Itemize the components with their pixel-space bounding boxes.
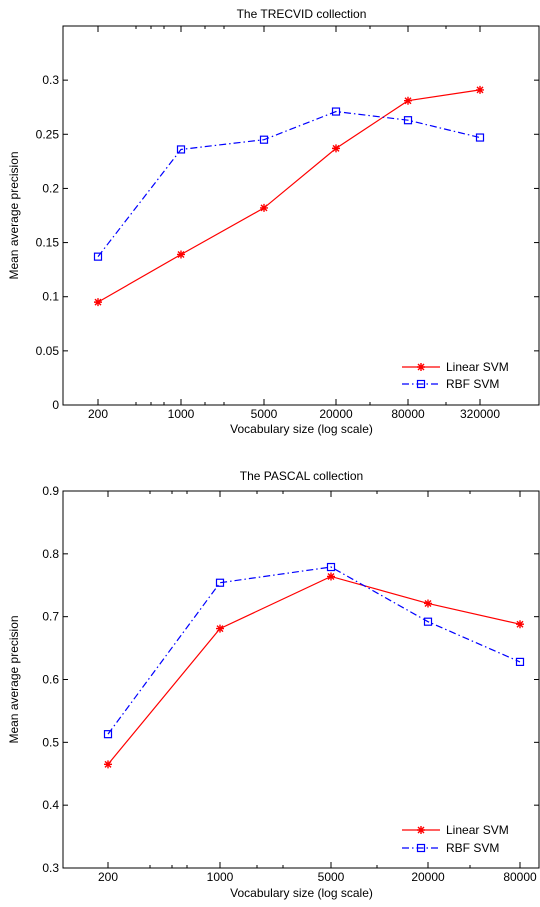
series-line [107, 566, 521, 735]
legend-marker-asterisk [417, 826, 425, 834]
legend-marker-square [416, 843, 426, 853]
data-point-square [326, 562, 336, 572]
legend-marker-square [416, 379, 426, 389]
chart-title: The PASCAL collection [240, 469, 363, 483]
data-point-asterisk [476, 85, 484, 94]
chart-title: The TRECVID collection [237, 7, 367, 21]
data-point-asterisk [404, 96, 412, 105]
y-tick-label: 0.3 [42, 73, 59, 87]
y-tick-label: 0.8 [42, 547, 59, 561]
data-point-square [176, 145, 186, 154]
x-tick-label: 20000 [319, 407, 353, 421]
legend-box [399, 818, 525, 860]
data-point-asterisk [104, 760, 112, 769]
chart-panel-1: The TRECVID collection 0 0.05 0.1 0.15 0.2 0.2… [7, 7, 540, 436]
y-axis-label: Mean average precision [7, 615, 21, 743]
x-tick-label: 5000 [318, 870, 345, 884]
y-tick-label: 0.5 [42, 735, 59, 749]
x-tick-label: 80000 [503, 870, 537, 884]
data-point-asterisk [424, 599, 432, 608]
data-point-square [515, 657, 525, 667]
y-tick-label: 0.6 [42, 673, 59, 687]
x-tick-label: 320000 [460, 407, 500, 421]
x-tick-label: 5000 [251, 407, 278, 421]
series-line [97, 89, 481, 303]
x-tick-label: 200 [98, 870, 118, 884]
y-tick-label: 0.1 [42, 290, 59, 304]
chart-panel-2: The PASCAL collection 0.3 0.4 0.5 0.6 0.7 0.8 0… [7, 469, 540, 900]
x-tick-label: 80000 [391, 407, 425, 421]
legend-label: Linear SVM [446, 360, 509, 374]
legend: Linear SVM RBF SVM [399, 818, 525, 860]
data-point-square [331, 107, 341, 116]
series-linear-svm [104, 572, 524, 769]
series-linear-svm [94, 85, 484, 307]
legend-label: RBF SVM [446, 841, 499, 855]
series-line [97, 110, 481, 258]
x-tick-label: 20000 [411, 870, 445, 884]
data-point-asterisk [332, 144, 340, 153]
y-tick-label: 0.3 [42, 861, 59, 875]
data-point-asterisk [260, 203, 268, 212]
data-point-asterisk [177, 250, 185, 259]
series-line [107, 575, 521, 765]
y-tick-label: 0.7 [42, 610, 59, 624]
legend-box [399, 355, 525, 396]
data-point-square [259, 135, 269, 144]
y-tick-label: 0.2 [42, 181, 59, 195]
y-tick-label: 0.15 [36, 236, 60, 250]
y-tick-label: 0 [52, 398, 59, 412]
data-point-square [93, 252, 103, 261]
y-tick-label: 0.25 [36, 127, 60, 141]
plot-frame [62, 490, 540, 869]
data-point-square [215, 578, 225, 587]
legend: Linear SVM RBF SVM [399, 355, 525, 396]
data-point-square [103, 730, 113, 739]
x-axis-label: Vocabulary size (log scale) [230, 422, 373, 436]
y-axis-label: Mean average precision [7, 151, 21, 279]
x-axis-label: Vocabulary size (log scale) [230, 886, 373, 900]
legend-marker-asterisk [417, 363, 425, 371]
x-tick-label: 1000 [168, 407, 195, 421]
data-point-square [475, 133, 485, 142]
series-rbf-svm [103, 562, 525, 739]
data-point-asterisk [516, 620, 524, 629]
legend-label: RBF SVM [446, 377, 499, 391]
data-point-asterisk [94, 298, 102, 307]
data-point-square [403, 116, 413, 125]
y-tick-label: 0.4 [42, 798, 59, 812]
plot-frame [62, 25, 540, 406]
y-tick-label: 0.05 [36, 344, 60, 358]
data-point-asterisk [216, 624, 224, 633]
legend-label: Linear SVM [446, 823, 509, 837]
x-tick-label: 200 [88, 407, 108, 421]
series-rbf-svm [93, 107, 485, 261]
y-tick-label: 0.9 [42, 484, 59, 498]
data-point-asterisk [327, 572, 335, 581]
x-tick-label: 1000 [207, 870, 234, 884]
data-point-square [423, 617, 433, 626]
